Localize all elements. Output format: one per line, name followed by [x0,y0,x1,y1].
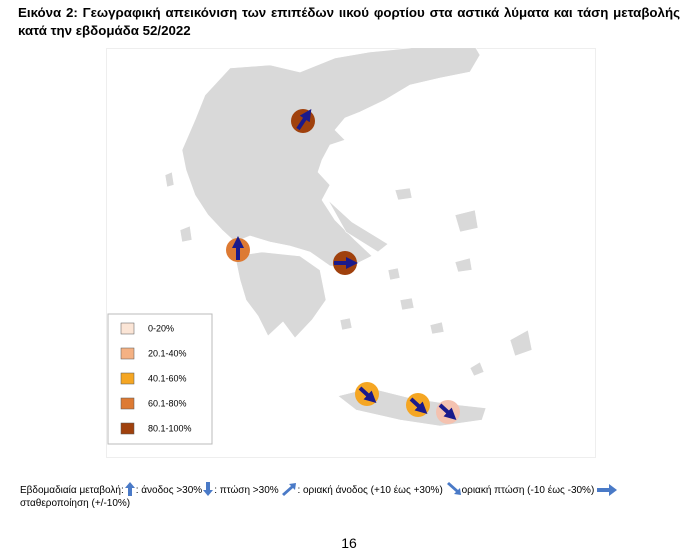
legend-label: 80.1-100% [148,423,192,433]
caption: Εβδομαδιαία μεταβολή: : άνοδος >30% : πτώσ… [20,482,620,510]
icon-slight-down [446,482,461,495]
legend-swatch [120,322,135,335]
legend-swatch [120,422,135,435]
legend-swatch [120,372,135,385]
caption-text: : άνοδος >30% [135,485,203,496]
legend-swatch [120,347,135,360]
icon-stable [597,484,618,496]
legend-label: 20.1-40% [148,348,187,358]
legend-label: 60.1-80% [148,398,187,408]
icon-up [124,482,135,496]
map: 0-20% 20.1-40% 40.1-60% 60.1-80% 80.1-10… [106,48,596,458]
land [164,48,533,427]
figure-title: Εικόνα 2: Γεωγραφική απεικόνιση των επιπ… [18,5,680,38]
legend-label: 0-20% [148,323,174,333]
legend: 0-20% 20.1-40% 40.1-60% 60.1-80% 80.1-10… [107,313,213,445]
site-markers [226,109,460,424]
page-number: 16 [341,535,357,551]
caption-text: οριακή πτώση (-10 έως -30%) [461,485,595,496]
icon-slight-up [282,483,297,496]
caption-text: : οριακή άνοδος (+10 έως +30%) [297,485,443,496]
caption-text: : πτώση >30% [214,485,279,496]
icon-down [203,482,214,496]
legend-swatch [120,397,135,410]
caption-text: σταθεροποίηση (+/-10%) [20,498,131,509]
map-frame [106,48,596,458]
legend-label: 40.1-60% [148,373,187,383]
caption-label: Εβδομαδιαία μεταβολή: [20,485,124,496]
